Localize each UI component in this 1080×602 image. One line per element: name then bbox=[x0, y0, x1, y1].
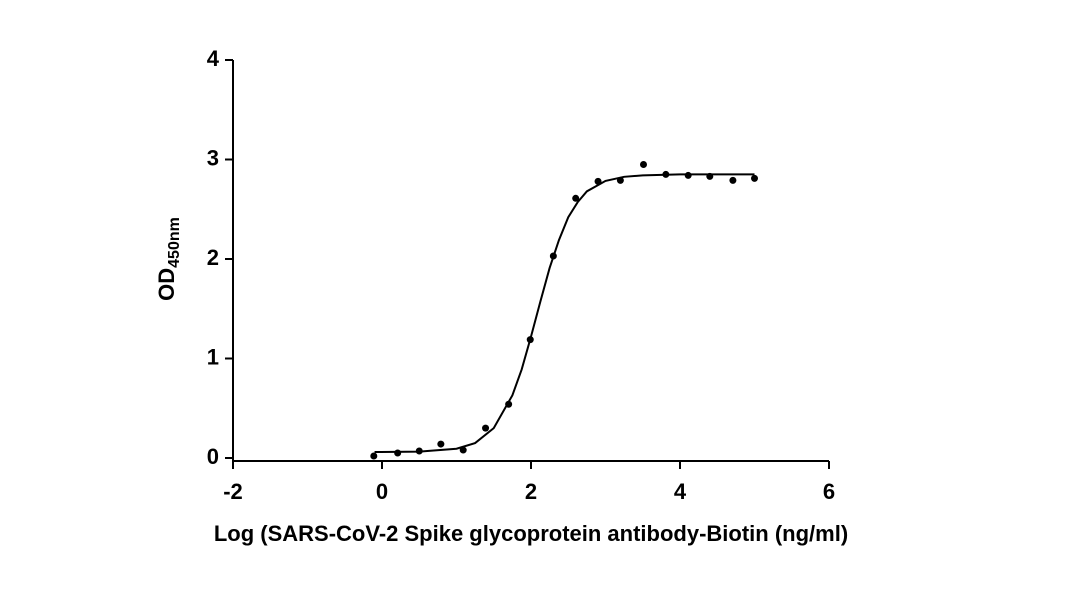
data-point bbox=[639, 160, 647, 168]
y-tick-label: 1 bbox=[207, 344, 219, 369]
data-point bbox=[394, 449, 402, 457]
y-axis-title-main: OD bbox=[154, 268, 179, 301]
x-tick-label: 0 bbox=[376, 479, 388, 504]
y-tick-label: 3 bbox=[207, 145, 219, 170]
data-point bbox=[437, 440, 445, 448]
x-tick-label: 2 bbox=[525, 479, 537, 504]
x-tick-label: 6 bbox=[823, 479, 835, 504]
data-point bbox=[572, 194, 580, 202]
x-axis-title: Log (SARS-CoV-2 Spike glycoprotein antib… bbox=[214, 521, 848, 546]
y-tick-label: 4 bbox=[207, 46, 220, 71]
y-tick-label: 0 bbox=[207, 444, 219, 469]
data-point bbox=[751, 174, 758, 182]
data-point bbox=[459, 446, 467, 454]
x-tick-label: 4 bbox=[674, 479, 687, 504]
data-point bbox=[729, 176, 737, 184]
y-axis-title: OD450nm bbox=[154, 217, 183, 301]
y-tick-label: 2 bbox=[207, 245, 219, 270]
y-axis-title-subscript: 450nm bbox=[166, 217, 183, 268]
fit-curve bbox=[374, 173, 755, 454]
data-point bbox=[370, 452, 378, 460]
data-point bbox=[482, 424, 490, 432]
x-tick-label: -2 bbox=[223, 479, 243, 504]
